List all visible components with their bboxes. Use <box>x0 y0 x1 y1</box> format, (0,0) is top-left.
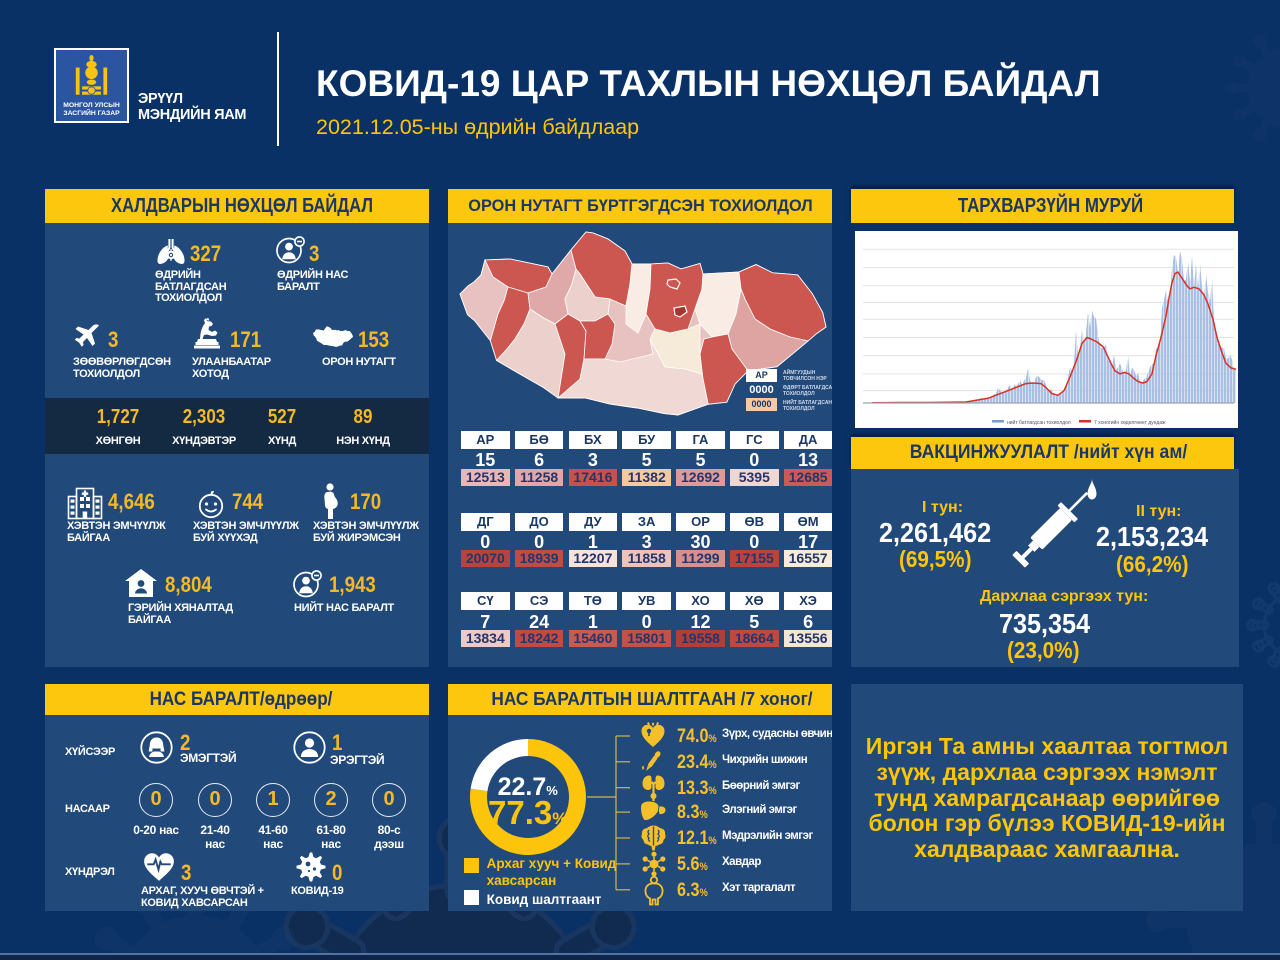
svg-text:7 хоногийн хөдөлгөөнт дундаж: 7 хоногийн хөдөлгөөнт дундаж <box>1094 419 1166 426</box>
svg-text:нийт батлагдсан тохиолдол: нийт батлагдсан тохиолдол <box>1007 419 1071 426</box>
